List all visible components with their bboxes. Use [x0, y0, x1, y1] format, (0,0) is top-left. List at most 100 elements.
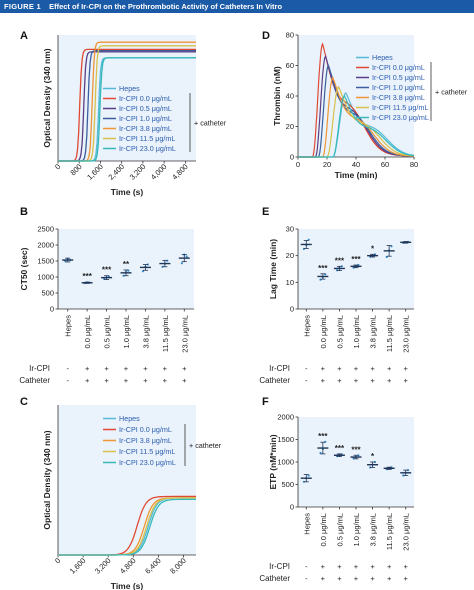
significance-mark-B: ***: [82, 272, 92, 281]
category-label-E: 11.5 μg/mL: [385, 315, 394, 352]
y-tick-label-F: 0: [290, 503, 294, 512]
x-tick-label-C: 0: [53, 556, 62, 565]
x-tick-label-A: 0: [53, 162, 62, 171]
x-tick-label-C: 6,400: [143, 556, 163, 576]
row1-value-B: -: [66, 364, 69, 373]
x-tick-label-C: 3,200: [93, 556, 113, 576]
category-label-E: Hepes: [302, 315, 311, 337]
category-label-B: 0.5 μg/mL: [103, 315, 112, 349]
plot-area-A: [58, 35, 196, 161]
row1-value-F: +: [370, 562, 375, 571]
y-tick-label-D: 0: [290, 153, 294, 162]
x-axis-label-C: Time (s): [111, 581, 144, 590]
row1-value-B: +: [85, 364, 90, 373]
legend-entry-A: Hepes: [119, 84, 140, 93]
category-label-F: 0.0 μg/mL: [319, 513, 328, 547]
row1-value-F: +: [387, 562, 392, 571]
y-tick-label-B: 1000: [37, 273, 54, 282]
category-label-E: 0.5 μg/mL: [335, 315, 344, 349]
series-line-C-4: [58, 498, 196, 556]
row2-label-E: Catheter: [259, 376, 290, 385]
x-tick-label-A: 4,000: [149, 162, 169, 182]
category-label-B: 1.0 μg/mL: [122, 315, 131, 349]
legend-entry-C: Ir-CPI 11.5 μg/mL: [119, 447, 175, 456]
data-point-B: [180, 262, 183, 265]
x-tick-label-C: 8,000: [168, 556, 188, 576]
row2-value-B: +: [143, 376, 148, 385]
figure-title: Effect of Ir-CPI on the Prothrombotic Ac…: [49, 2, 283, 11]
legend-entry-D: Ir-CPI 11.5 μg/mL: [372, 103, 428, 112]
row2-value-F: +: [387, 574, 392, 583]
legend-entry-C: Ir-CPI 23.0 μg/mL: [119, 458, 176, 467]
panel-letter-F: F: [262, 396, 269, 408]
y-axis-label-B: CT50 (sec): [19, 247, 29, 290]
row1-value-F: +: [404, 562, 409, 571]
row2-value-E: +: [404, 376, 409, 385]
row2-value-E: +: [337, 376, 342, 385]
category-label-F: 3.8 μg/mL: [369, 513, 378, 547]
row2-value-E: +: [321, 376, 326, 385]
legend-bracket-label-C: + catheter: [189, 441, 222, 450]
legend-entry-A: Ir-CPI 0.5 μg/mL: [119, 104, 172, 113]
figure-label: FIGURE 1: [4, 2, 41, 11]
y-tick-label-B: 0: [50, 305, 54, 314]
significance-mark-B: ***: [102, 266, 112, 275]
row2-value-F: +: [354, 574, 359, 583]
significance-mark-E: *: [371, 244, 375, 253]
category-label-E: 23.0 μg/mL: [402, 315, 411, 353]
legend-entry-D: Hepes: [372, 53, 393, 62]
legend-entry-C: Ir-CPI 0.0 μg/mL: [119, 425, 172, 434]
row1-value-B: +: [143, 364, 148, 373]
category-label-F: 1.0 μg/mL: [352, 513, 361, 547]
y-axis-label-E: Lag Time (min): [268, 239, 278, 299]
row1-value-E: +: [321, 364, 326, 373]
x-tick-label-D: 40: [352, 160, 360, 169]
row2-value-E: +: [387, 376, 392, 385]
row1-value-F: +: [321, 562, 326, 571]
y-axis-label-D: Thrombin (nM): [272, 66, 282, 126]
row1-label-F: Ir-CPI: [269, 562, 290, 571]
legend-entry-D: Ir-CPI 0.0 μg/mL: [372, 63, 425, 72]
row1-value-E: +: [354, 364, 359, 373]
row2-value-B: +: [85, 376, 90, 385]
row2-value-B: +: [163, 376, 168, 385]
row1-value-E: +: [370, 364, 375, 373]
legend-bracket-label-D: + catheter: [435, 88, 468, 97]
row1-value-E: -: [305, 364, 308, 373]
legend-bracket-label-A: + catheter: [194, 119, 227, 128]
y-axis-label-F: ETP (nM*min): [268, 434, 278, 489]
y-tick-label-B: 1500: [37, 257, 54, 266]
x-axis-label-A: Time (s): [111, 187, 144, 197]
x-tick-label-A: 4,800: [170, 162, 190, 182]
y-axis-label-A: Optical Density (340 nm): [42, 48, 52, 147]
series-line-A-1: [58, 48, 196, 162]
significance-mark-B: **: [123, 260, 130, 269]
category-label-B: Hepes: [64, 315, 73, 337]
y-tick-label-B: 500: [41, 289, 54, 298]
x-tick-label-D: 20: [323, 160, 331, 169]
legend-entry-C: Ir-CPI 3.8 μg/mL: [119, 436, 172, 445]
category-label-E: 0.0 μg/mL: [319, 315, 328, 349]
row2-value-B: +: [182, 376, 187, 385]
y-tick-label-E: 20: [286, 251, 294, 260]
x-tick-label-C: 4,800: [118, 556, 138, 576]
figure-header: FIGURE 1 Effect of Ir-CPI on the Prothro…: [0, 0, 474, 13]
series-line-A-2: [58, 51, 196, 162]
y-tick-label-F: 1000: [277, 458, 294, 467]
row1-value-E: +: [404, 364, 409, 373]
series-line-A-6: [58, 57, 196, 162]
x-tick-label-D: 80: [410, 160, 418, 169]
category-label-F: 11.5 μg/mL: [385, 513, 394, 550]
category-label-B: 11.5 μg/mL: [161, 315, 170, 352]
significance-mark-E: ***: [318, 264, 328, 273]
x-tick-label-A: 3,200: [128, 162, 148, 182]
significance-mark-F: *: [371, 452, 375, 461]
panel-letter-E: E: [262, 206, 269, 218]
x-tick-label-A: 1,600: [85, 162, 105, 182]
significance-mark-E: ***: [335, 256, 345, 265]
row2-value-B: -: [66, 376, 69, 385]
row2-value-E: -: [305, 376, 308, 385]
panel-letter-D: D: [262, 30, 270, 42]
panel-letter-C: C: [20, 396, 28, 408]
category-label-B: 3.8 μg/mL: [141, 315, 150, 349]
